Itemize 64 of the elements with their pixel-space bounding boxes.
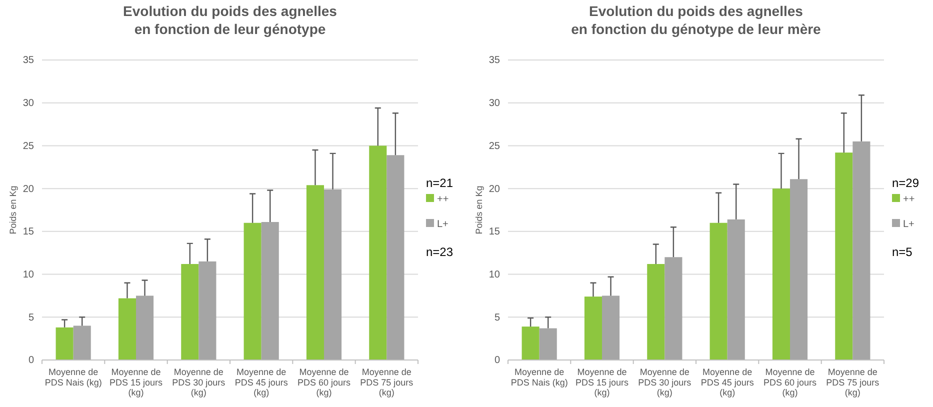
x-tick-label: Moyenne de PDS 45 jours (kg): [234, 367, 288, 398]
y-tick-label: 10: [22, 269, 34, 280]
bar: [306, 185, 324, 360]
y-tick-label: 30: [488, 98, 500, 110]
bar: [584, 296, 602, 360]
chart-title: Evolution du poids des agnelles en fonction de leur génotype: [123, 3, 338, 37]
y-tick-label: 5: [494, 312, 500, 324]
bar: [73, 326, 91, 360]
x-tick-label: Moyenne de PDS 60 jours (kg): [297, 367, 352, 398]
x-tick-label: Moyenne de PDS 45 jours (kg): [700, 367, 754, 398]
y-tick-label: 25: [488, 140, 500, 152]
bar: [539, 328, 557, 360]
bar: [852, 141, 870, 360]
bar: [647, 264, 665, 360]
text: n=29: [892, 176, 920, 190]
bar: [136, 296, 154, 360]
x-tick-label: Moyenne de PDS 75 jours (kg): [360, 367, 414, 398]
y-tick-label: 5: [28, 312, 34, 324]
y-tick-label: 10: [488, 269, 500, 280]
x-tick-label: Moyenne de PDS Nais (kg): [510, 367, 568, 388]
bar: [118, 298, 136, 360]
y-axis-title: Poids en Kg: [8, 186, 18, 234]
text: n=21: [426, 176, 454, 190]
bar: [244, 222, 262, 360]
bar: [710, 222, 728, 360]
x-tick-label: Moyenne de PDS 75 jours (kg): [826, 367, 880, 398]
y-tick-label: 0: [28, 355, 34, 366]
bar: [790, 179, 808, 360]
bar: [369, 146, 387, 360]
bar: [386, 155, 404, 360]
y-tick-label: 30: [22, 98, 34, 110]
bar: [261, 222, 279, 360]
y-tick-label: 25: [22, 140, 34, 152]
y-tick-label: 0: [494, 355, 500, 366]
legend-label: ++: [437, 194, 449, 205]
y-tick-label: 20: [22, 184, 34, 195]
text: n=5: [892, 245, 913, 259]
x-tick-label: Moyenne de PDS 60 jours (kg): [763, 367, 818, 398]
bar: [602, 296, 620, 360]
bar: [198, 261, 216, 360]
bar: [772, 188, 790, 360]
y-axis-title: Poids en Kg: [474, 186, 484, 234]
x-tick-label: Moyenne de PDS Nais (kg): [44, 367, 102, 388]
y-tick-label: 20: [488, 184, 500, 195]
bar: [835, 152, 853, 360]
bar: [324, 189, 342, 360]
x-tick-label: Moyenne de PDS 30 jours (kg): [638, 367, 692, 398]
x-tick-label: Moyenne de PDS 30 jours (kg): [172, 367, 226, 398]
chart-title: Evolution du poids des agnelles en fonction du génotype de leur mère: [571, 3, 822, 37]
legend-label: ++: [903, 194, 915, 205]
y-tick-label: 15: [488, 226, 500, 238]
legend-label: L+: [437, 219, 449, 230]
legend-label: L+: [903, 219, 915, 230]
text: n=23: [426, 245, 454, 259]
bar: [664, 257, 682, 360]
bar: [522, 326, 540, 360]
y-tick-label: 35: [22, 55, 34, 66]
x-tick-label: Moyenne de PDS 15 jours (kg): [109, 367, 164, 398]
y-tick-label: 15: [22, 226, 34, 238]
bar: [727, 219, 745, 360]
bar: [181, 264, 199, 360]
x-tick-label: Moyenne de PDS 15 jours (kg): [575, 367, 630, 398]
bar: [56, 327, 74, 360]
y-tick-label: 35: [488, 55, 500, 66]
